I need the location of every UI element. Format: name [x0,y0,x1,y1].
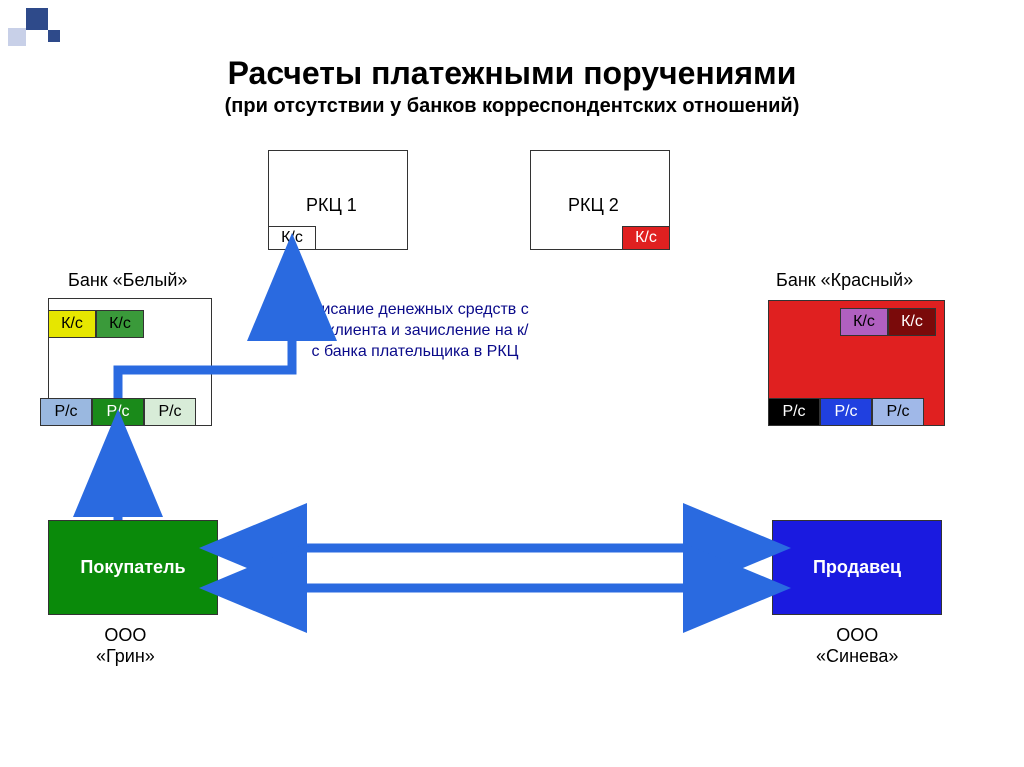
bank-left-rs2: Р/с [92,398,144,426]
bank-right-rs3: Р/с [872,398,924,426]
buyer-sub: ООО «Грин» [96,625,155,667]
rkc2-label: РКЦ 2 [568,195,619,216]
bank-left-label: Банк «Белый» [68,270,187,291]
buyer-label: Покупатель [80,557,185,578]
bank-left-rs1: Р/с [40,398,92,426]
seller-sub: ООО «Синева» [816,625,898,667]
bank-right-ks2: К/с [888,308,936,336]
rkc1-label: РКЦ 1 [306,195,357,216]
buyer-box: Покупатель [48,520,218,615]
bank-right-rs1: Р/с [768,398,820,426]
bank-left-rs3: Р/с [144,398,196,426]
description-text: Списание денежных средств с р/с клиента … [300,300,530,362]
seller-label: Продавец [813,557,901,578]
main-title: Расчеты платежными поручениями [0,55,1024,92]
bank-left-ks2: К/с [96,310,144,338]
bank-right-rs2: Р/с [820,398,872,426]
bank-right-ks1: К/с [840,308,888,336]
subtitle: (при отсутствии у банков корреспондентск… [0,95,1024,118]
seller-box: Продавец [772,520,942,615]
rkc2-ks: К/с [622,226,670,250]
bank-left-ks1: К/с [48,310,96,338]
rkc1-ks: К/с [268,226,316,250]
bank-right-label: Банк «Красный» [776,270,913,291]
